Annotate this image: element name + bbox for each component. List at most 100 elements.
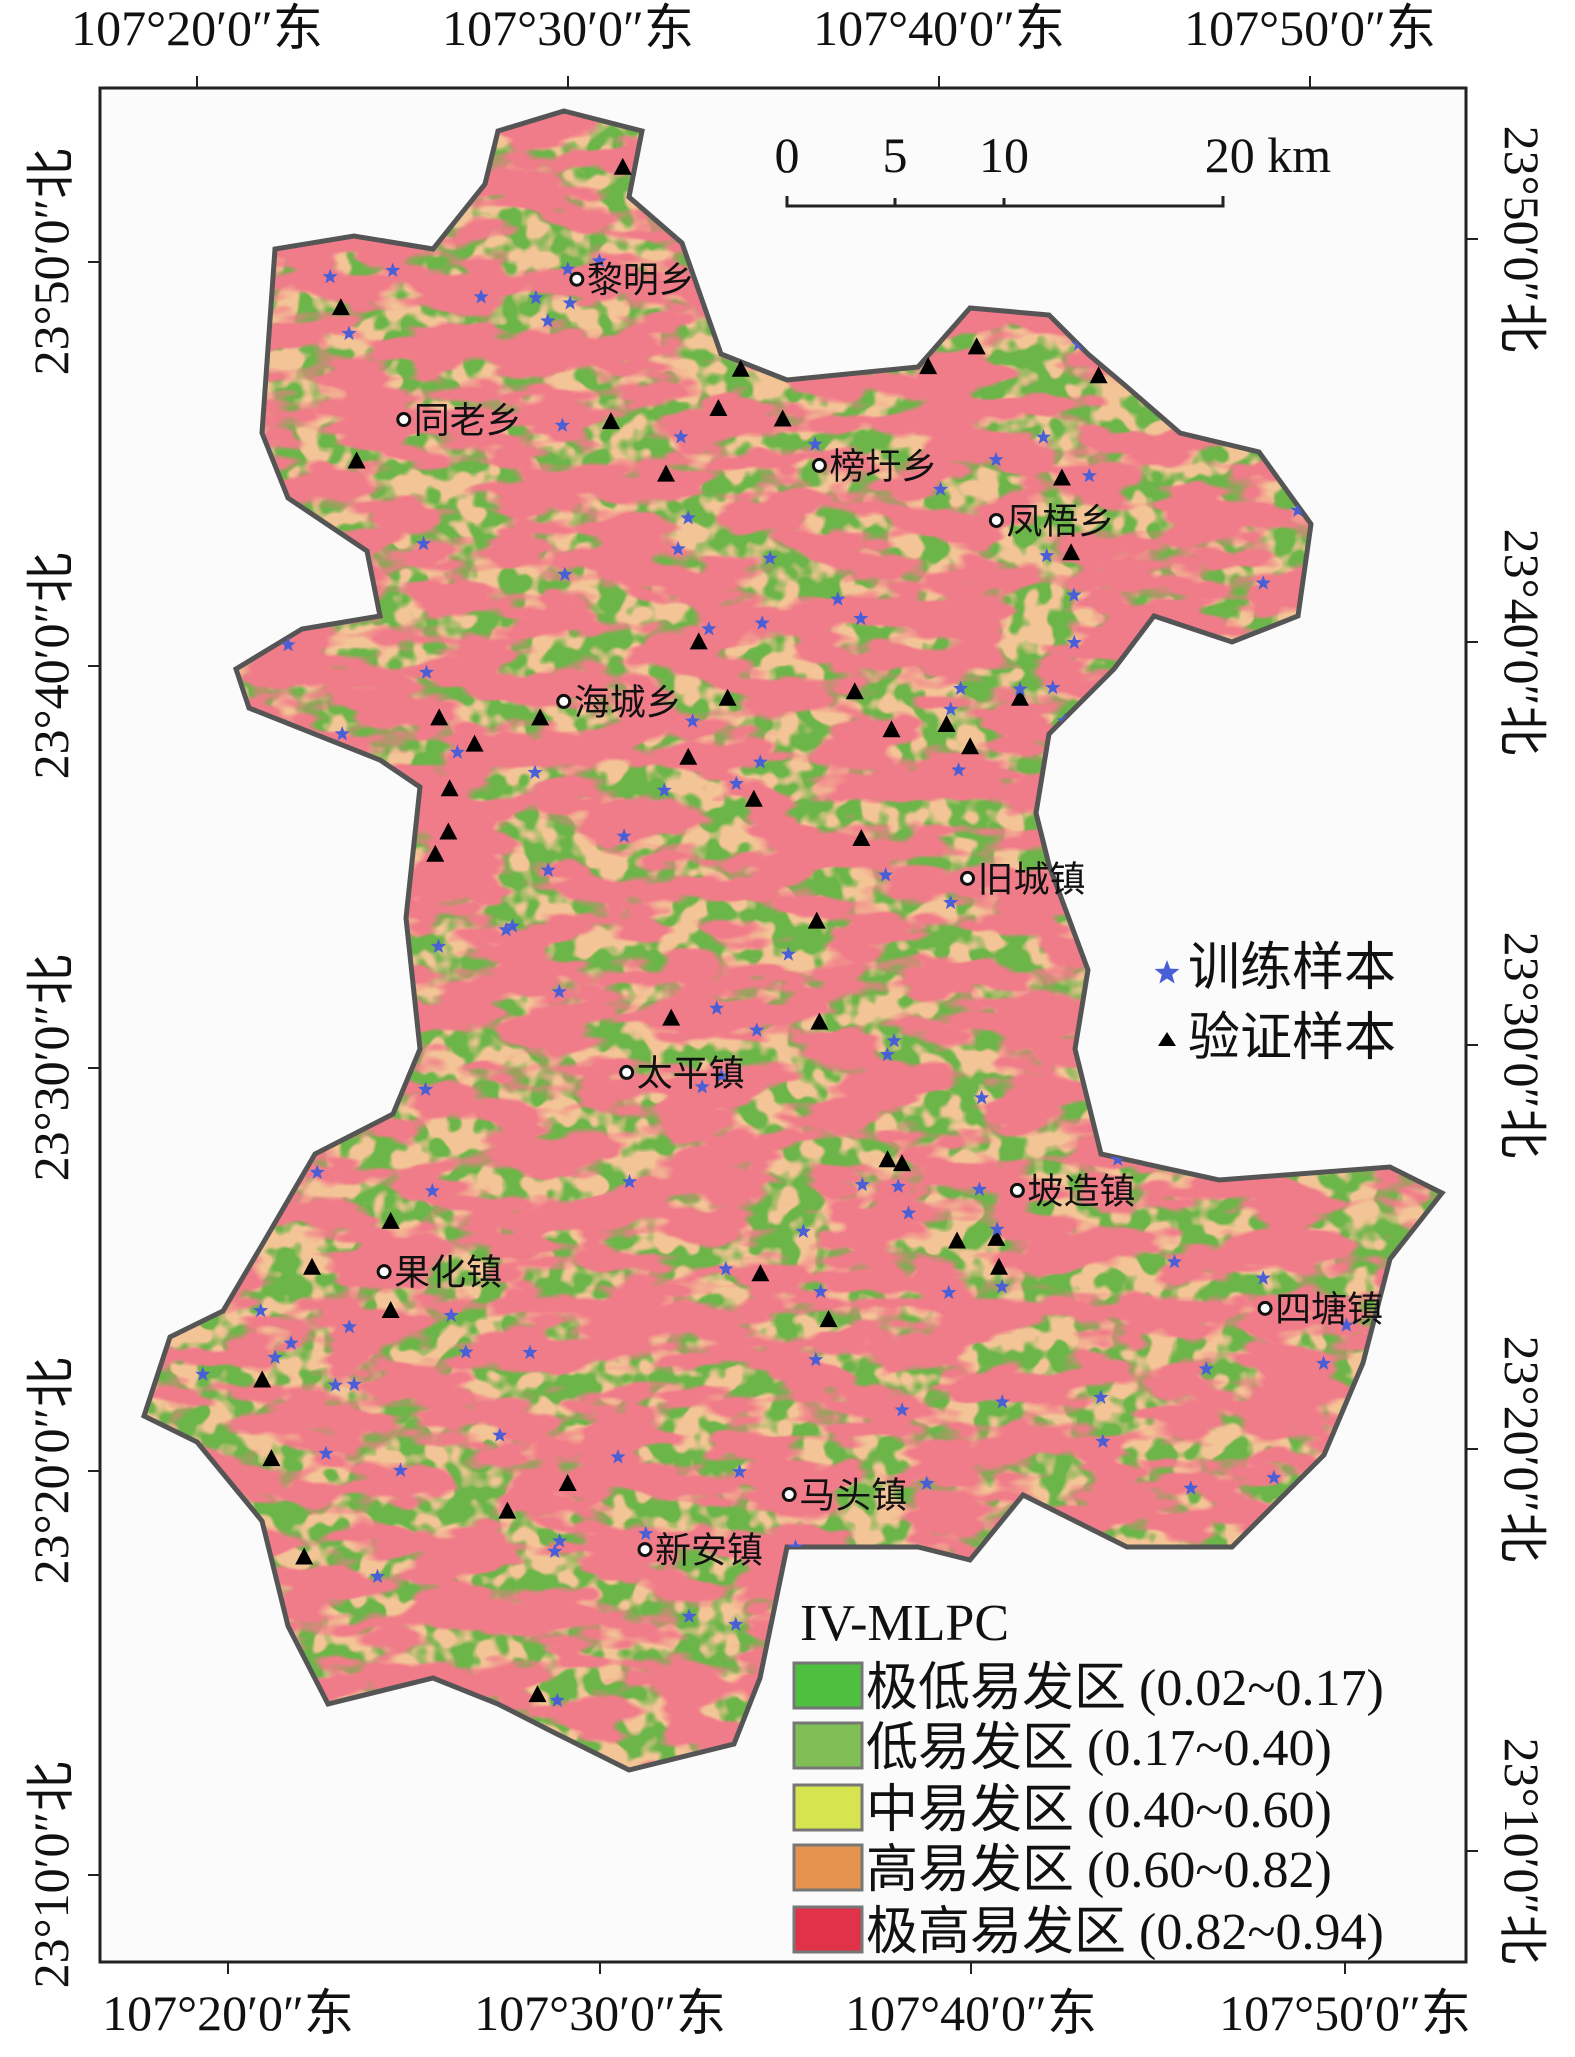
- validation-sample-marker: [882, 720, 901, 738]
- training-sample-marker: [552, 1533, 568, 1548]
- training-sample-marker: [253, 1302, 269, 1318]
- validation-sample-marker: [253, 1370, 272, 1388]
- training-sample-marker: [878, 867, 894, 882]
- town-marker-icon: [376, 1264, 392, 1280]
- town-label: 太平镇: [637, 1053, 745, 1094]
- validation-sample-marker: [430, 708, 449, 726]
- lat-label-left: 23°40′0″北: [23, 553, 79, 780]
- training-sample-marker: [780, 946, 796, 961]
- training-sample-marker: [879, 1046, 895, 1062]
- training-sample-marker: [1095, 1433, 1111, 1448]
- graticule-ticks: [88, 76, 1478, 1974]
- star-icon: [1154, 960, 1180, 984]
- town-marker-icon: [811, 457, 827, 473]
- training-sample-marker: [549, 1692, 565, 1707]
- training-sample-marker: [385, 262, 401, 277]
- training-sample-marker: [540, 862, 556, 877]
- town-label: 榜圩乡: [829, 446, 937, 487]
- validation-sample-marker: [1010, 688, 1029, 706]
- training-sample-marker: [713, 1067, 729, 1083]
- training-sample-marker: [309, 1164, 325, 1179]
- training-sample-marker: [989, 1221, 1005, 1236]
- training-sample-marker: [267, 1349, 283, 1364]
- validation-sample-marker: [465, 734, 484, 752]
- legend-swatch: [792, 1905, 864, 1954]
- legend-swatch: [792, 1661, 864, 1710]
- scale-tick-label: 0: [775, 127, 800, 183]
- training-sample-marker: [492, 1427, 508, 1442]
- town-label: 旧城镇: [978, 859, 1086, 900]
- training-sample-marker: [369, 1568, 386, 1584]
- validation-sample-marker: [439, 822, 458, 840]
- training-sample-marker: [886, 1032, 902, 1048]
- training-sample-marker: [473, 289, 489, 304]
- lon-label-bottom: 107°30′0″东: [474, 1985, 726, 2041]
- legend-swatch: [792, 1843, 864, 1892]
- training-sample-marker: [894, 1402, 910, 1417]
- training-sample-marker: [195, 1366, 211, 1381]
- training-sample-marker: [318, 1445, 334, 1460]
- validation-sample-marker: [531, 708, 550, 726]
- town-marker-icon: [1009, 1182, 1025, 1198]
- validation-sample-marker: [347, 451, 366, 469]
- validation-sample-marker: [852, 829, 871, 847]
- training-sample-marker: [621, 1173, 638, 1189]
- validation-sample-marker: [558, 1474, 577, 1492]
- training-sample-marker: [1290, 502, 1306, 517]
- training-sample-marker: [322, 268, 338, 284]
- validation-sample-marker: [498, 1501, 517, 1519]
- training-sample-marker: [504, 918, 520, 933]
- training-sample-marker: [560, 261, 576, 276]
- validation-sample-marker: [656, 464, 675, 482]
- validation-sample-marker: [989, 1257, 1008, 1275]
- legend-item-label: 中易发区 (0.40~0.60): [866, 1782, 1332, 1839]
- training-sample-marker: [830, 591, 846, 606]
- legend-item-label: 极高易发区 (0.82~0.94): [866, 1904, 1384, 1961]
- town-label: 黎明乡: [587, 260, 695, 301]
- training-sample-marker: [341, 325, 357, 341]
- validation-sample-marker: [295, 1547, 314, 1565]
- training-sample-marker: [458, 1344, 474, 1359]
- training-sample-marker: [673, 429, 689, 444]
- validation-sample-marker: [731, 359, 750, 377]
- town-marker-icon: [569, 271, 585, 287]
- training-sample-marker: [1338, 1317, 1354, 1332]
- validation-sample-marker: [1062, 543, 1081, 561]
- training-sample-marker: [943, 894, 959, 910]
- training-sample-marker: [1166, 1253, 1183, 1269]
- validation-sample-marker: [679, 747, 698, 765]
- training-sample-marker: [787, 1539, 804, 1554]
- validation-sample-marker: [1052, 468, 1071, 486]
- validation-sample-marker: [718, 688, 737, 706]
- training-sample-marker: [890, 1178, 906, 1193]
- training-sample-marker: [528, 289, 544, 305]
- lat-label-left: 23°20′0″北: [23, 1358, 79, 1585]
- training-sample-marker: [638, 1525, 654, 1541]
- training-sample-marker: [1183, 1480, 1199, 1495]
- lat-label-right: 23°30′0″北: [1494, 932, 1550, 1159]
- training-sample-marker: [1081, 467, 1097, 483]
- training-sample-marker: [680, 510, 696, 525]
- training-sample-marker: [424, 1182, 440, 1198]
- town-marker-icon: [637, 1542, 653, 1558]
- town-label: 果化镇: [394, 1253, 502, 1294]
- validation-sample-marker: [807, 911, 826, 929]
- training-sample-marker: [971, 1181, 987, 1196]
- training-sample-marker: [1266, 1469, 1282, 1485]
- training-sample-marker: [498, 921, 514, 937]
- training-sample-marker: [994, 1278, 1010, 1294]
- validation-sample-marker: [303, 1257, 322, 1275]
- training-sample-marker: [1045, 679, 1061, 695]
- training-sample-marker: [670, 541, 686, 556]
- training-sample-marker: [754, 615, 770, 630]
- training-sample-marker: [346, 1376, 362, 1391]
- training-sample-marker: [813, 1283, 829, 1299]
- training-sample-marker: [728, 1616, 744, 1631]
- lat-label-left: 23°10′0″北: [23, 1762, 79, 1989]
- training-sample-marker: [709, 1000, 725, 1015]
- legend-swatch: [792, 1721, 864, 1770]
- scale-bar: 0 5 10 20 km: [775, 127, 1331, 208]
- scale-tick-label: 5: [883, 127, 908, 183]
- training-sample-marker: [1039, 547, 1055, 563]
- training-sample-marker: [762, 550, 778, 565]
